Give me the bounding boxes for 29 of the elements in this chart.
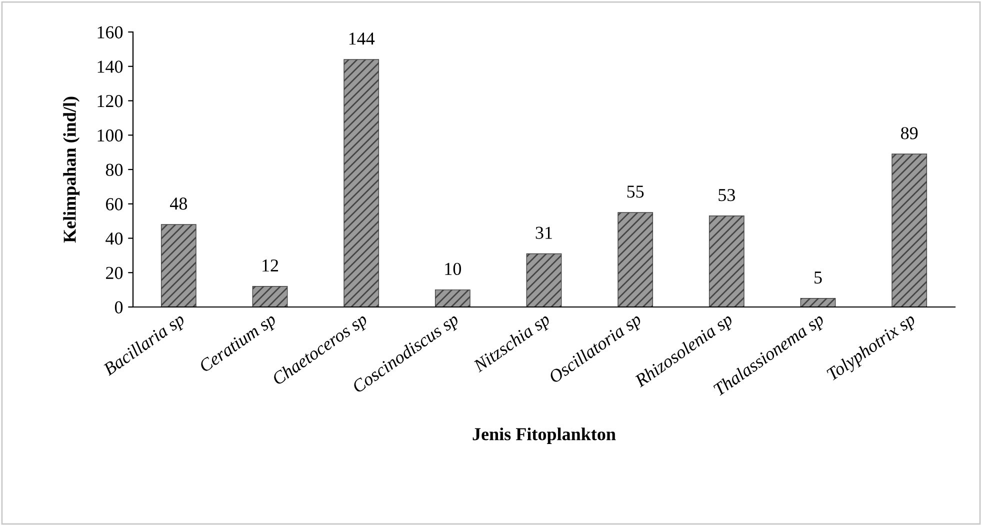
bar	[708, 216, 744, 307]
data-label: 144	[349, 32, 375, 45]
y-tick-label: 60	[106, 198, 123, 210]
data-label: 89	[900, 127, 918, 140]
y-tick-label: 40	[106, 232, 123, 245]
bar	[800, 298, 836, 307]
bar	[526, 253, 562, 307]
bar	[618, 212, 654, 307]
data-label: 55	[627, 186, 644, 198]
y-tick-label: 160	[98, 26, 123, 38]
data-label: 10	[445, 262, 462, 276]
x-axis-title: Jenis Fitoplankton	[472, 428, 616, 444]
bar	[160, 224, 196, 307]
y-tick-label: 140	[98, 60, 123, 73]
bar	[344, 59, 380, 307]
y-tick-label: 80	[106, 164, 123, 176]
y-tick-label: 100	[98, 129, 123, 142]
bar	[434, 289, 470, 307]
data-label: 5	[814, 272, 822, 284]
y-tick-label: 0	[114, 301, 123, 314]
data-label: 12	[262, 259, 278, 272]
y-tick-label: 120	[98, 95, 123, 108]
data-label: 48	[170, 198, 188, 210]
data-label: 53	[718, 188, 735, 202]
y-tick-label: 20	[106, 266, 123, 280]
bar	[252, 286, 288, 307]
bar	[892, 154, 928, 307]
y-axis-title: Kelimpahan (ind/l)	[63, 96, 80, 243]
data-label: 31	[536, 226, 552, 239]
